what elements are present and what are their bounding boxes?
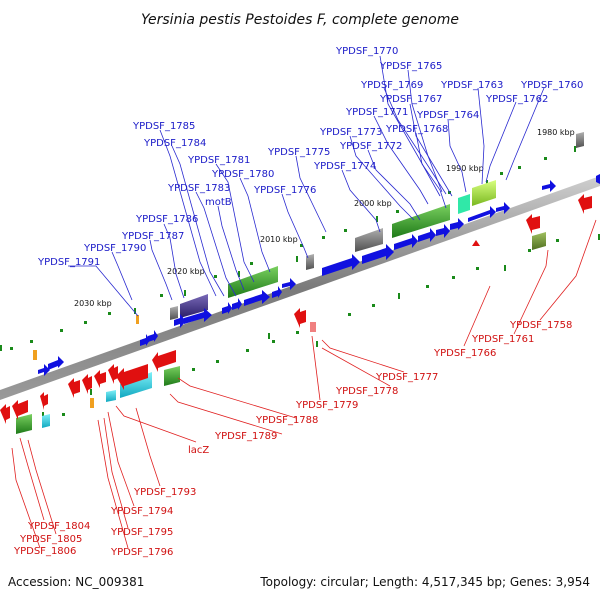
block-orange-3 (90, 398, 94, 408)
block-orange-1 (136, 315, 139, 324)
diagram-title: Yersinia pestis Pestoides F, complete ge… (141, 12, 459, 28)
label-ypdsf-1773: YPDSF_1773 (319, 127, 382, 138)
label-ypdsf-1768: YPDSF_1768 (385, 124, 448, 135)
label-ypdsf-1796: YPDSF_1796 (110, 547, 173, 558)
kbp-label-2000: 2000 kbp (354, 199, 392, 208)
label-ypdsf-1785: YPDSF_1785 (132, 121, 195, 132)
block-olive (532, 232, 546, 250)
label-ypdsf-1789: YPDSF_1789 (214, 431, 277, 442)
reverse-gene-labels: YPDSF_1758 YPDSF_1761 YPDSF_1766 YPDSF_1… (13, 320, 572, 558)
label-ypdsf-1774: YPDSF_1774 (313, 161, 376, 172)
label-motb: motB (205, 197, 232, 208)
label-ypdsf-1767: YPDSF_1767 (379, 94, 442, 105)
block-pink (310, 322, 316, 332)
label-ypdsf-1776: YPDSF_1776 (253, 185, 316, 196)
label-ypdsf-1790: YPDSF_1790 (83, 243, 146, 254)
label-ypdsf-1804: YPDSF_1804 (27, 521, 90, 532)
label-ypdsf-1783: YPDSF_1783 (167, 183, 230, 194)
label-ypdsf-1795: YPDSF_1795 (110, 527, 173, 538)
forward-leader-lines (68, 55, 545, 317)
label-ypdsf-1769: YPDSF_1769 (360, 80, 423, 91)
label-ypdsf-1772: YPDSF_1772 (339, 141, 402, 152)
block-cyan-2 (106, 390, 116, 402)
label-lacz: lacZ (188, 445, 209, 456)
block-orange-2 (33, 350, 37, 360)
label-ypdsf-1781: YPDSF_1781 (187, 155, 250, 166)
label-ypdsf-1787: YPDSF_1787 (121, 231, 184, 242)
block-cyan-low (42, 414, 50, 428)
block-gray-small (170, 306, 178, 320)
label-ypdsf-1779: YPDSF_1779 (295, 400, 358, 411)
block-green-1 (392, 204, 450, 238)
label-ypdsf-1777: YPDSF_1777 (375, 372, 438, 383)
block-gray-right (576, 132, 584, 148)
genome-backbone (0, 176, 600, 400)
label-ypdsf-1794: YPDSF_1794 (110, 506, 173, 517)
kbp-label-2010: 2010 kbp (260, 235, 298, 244)
label-ypdsf-1791: YPDSF_1791 (37, 257, 100, 268)
block-teal (458, 194, 470, 214)
block-lightgreen (472, 180, 496, 206)
forward-genes (38, 174, 600, 376)
label-ypdsf-1786: YPDSF_1786 (135, 214, 198, 225)
forward-gene-labels: YPDSF_1770 YPDSF_1765 YPDSF_1769 YPDSF_1… (37, 46, 583, 268)
label-ypdsf-1806: YPDSF_1806 (13, 546, 76, 557)
label-ypdsf-1805: YPDSF_1805 (19, 534, 82, 545)
label-ypdsf-1784: YPDSF_1784 (143, 138, 206, 149)
label-ypdsf-1760: YPDSF_1760 (520, 80, 583, 91)
label-ypdsf-1788: YPDSF_1788 (255, 415, 318, 426)
kbp-label-1990: 1990 kbp (446, 164, 484, 173)
label-ypdsf-1766: YPDSF_1766 (433, 348, 496, 359)
kbp-label-2020: 2020 kbp (167, 267, 205, 276)
label-ypdsf-1762: YPDSF_1762 (485, 94, 548, 105)
label-ypdsf-1778: YPDSF_1778 (335, 386, 398, 397)
label-ypdsf-1771: YPDSF_1771 (345, 107, 408, 118)
label-ypdsf-1765: YPDSF_1765 (379, 61, 442, 72)
block-green-low2 (16, 414, 32, 434)
label-ypdsf-1793: YPDSF_1793 (133, 487, 196, 498)
label-ypdsf-1758: YPDSF_1758 (509, 320, 572, 331)
reverse-leader-lines (11, 219, 597, 549)
block-purple (180, 294, 208, 318)
label-ypdsf-1770: YPDSF_1770 (335, 46, 398, 57)
label-ypdsf-1763: YPDSF_1763 (440, 80, 503, 91)
label-ypdsf-1764: YPDSF_1764 (416, 110, 479, 121)
accession-text: Accession: NC_009381 (8, 575, 144, 589)
block-green-low (164, 366, 180, 386)
label-ypdsf-1780: YPDSF_1780 (211, 169, 274, 180)
reverse-genes (0, 194, 592, 424)
block-green-2 (228, 266, 278, 298)
block-gray (355, 228, 383, 252)
label-ypdsf-1761: YPDSF_1761 (471, 334, 534, 345)
kbp-label-2030: 2030 kbp (74, 299, 112, 308)
kbp-label-1980: 1980 kbp (537, 128, 575, 137)
genome-summary-text: Topology: circular; Length: 4,517,345 bp… (259, 575, 590, 589)
label-ypdsf-1775: YPDSF_1775 (267, 147, 330, 158)
